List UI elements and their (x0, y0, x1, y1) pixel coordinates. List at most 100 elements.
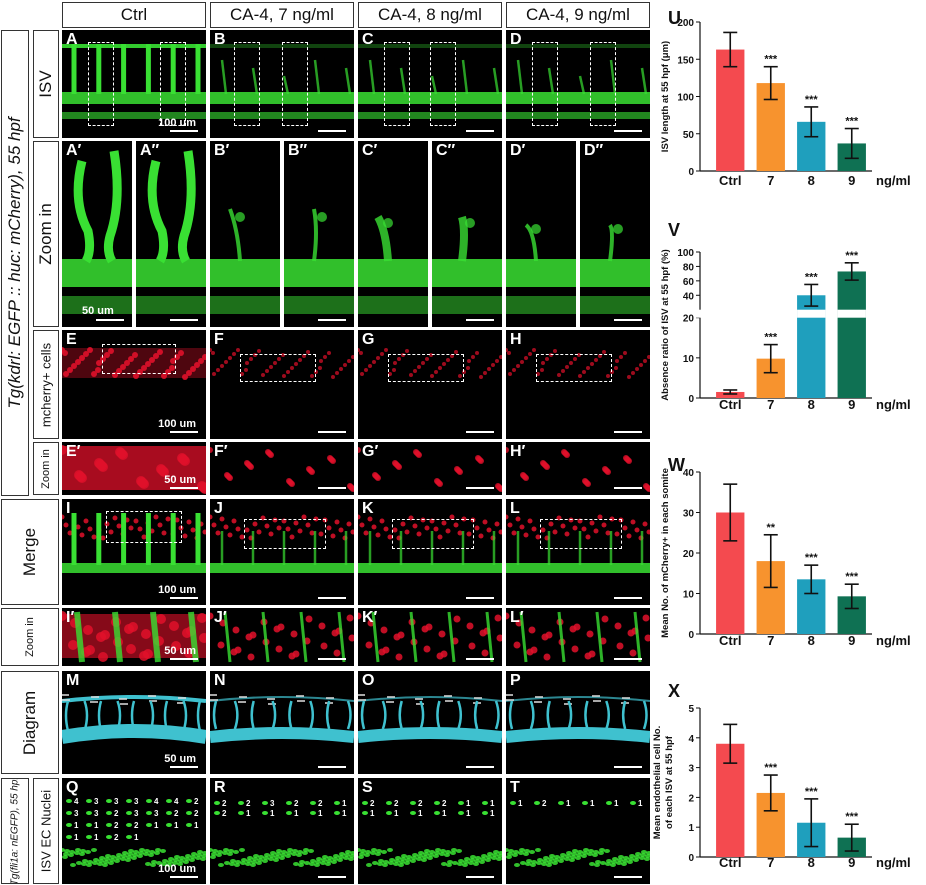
panel-label: T (510, 779, 520, 796)
col-header-ca4-7: CA-4, 7 ng/ml (210, 2, 354, 28)
scale-bar (614, 658, 642, 660)
significance-mark: *** (805, 552, 819, 564)
zoom-region-box (106, 511, 182, 543)
row-label-diagram-text: Diagram (20, 690, 39, 755)
nuclei-count-label: 2 (134, 821, 139, 830)
nuclei-count-label: 2 (174, 809, 179, 818)
zoom-region-box (540, 519, 622, 549)
panel-label: P (510, 672, 521, 689)
panel-label: B (214, 31, 226, 48)
panel-label: S (362, 779, 373, 796)
zoom-region-box (160, 42, 186, 126)
panel-label: I (66, 500, 71, 517)
row-label-nuclei: ISV EC Nuclei (33, 778, 59, 884)
zoom-region-box (244, 519, 326, 549)
col-header-ca4-8: CA-4, 8 ng/ml (358, 2, 502, 28)
x-tick-label: 8 (808, 633, 815, 648)
x-tick-label: Ctrl (719, 855, 741, 870)
scale-bar (318, 658, 346, 660)
nuclei-count-label: 2 (114, 833, 119, 842)
x-tick-label: 8 (808, 855, 815, 870)
scale-bar (318, 130, 346, 132)
scale-bar (170, 658, 198, 660)
x-unit-label: ng/ml (876, 173, 911, 188)
significance-mark: *** (805, 786, 819, 798)
panel-label: D (510, 31, 522, 48)
nuclei-count-label: 2 (394, 799, 399, 808)
nuclei-count-label: 1 (174, 821, 179, 830)
bar-9 (837, 271, 866, 398)
mcherry-panel: G (358, 330, 502, 439)
mcherry-panel: F (210, 330, 354, 439)
isv-panel: C (358, 30, 502, 138)
row-label-zoom2: Zoom in (33, 442, 59, 495)
panel-label: L (510, 500, 520, 517)
scale-bar (170, 319, 198, 321)
bar-Ctrl (716, 512, 745, 634)
scale-bar (614, 766, 642, 768)
zoom-isv-panel: A′ 50 um (62, 141, 132, 327)
y-tick-label: 100 (677, 93, 694, 104)
scale-bar (466, 431, 494, 433)
isv-panel: B (210, 30, 354, 138)
x-tick-label: 7 (767, 173, 774, 188)
chart-panel-label: V (668, 220, 680, 240)
x-tick-label: Ctrl (719, 633, 741, 648)
y-tick-label: 20 (683, 549, 695, 560)
zoom-merge-panel: L′ (506, 608, 650, 666)
row-label-nuclei-sub-text: Tg(fli1a: nEGFP), 55 hpf (9, 778, 21, 884)
panel-label: D′ (510, 142, 526, 159)
scale-bar-label: 100 um (158, 117, 196, 129)
scale-bar (466, 487, 494, 489)
scale-bar (466, 319, 494, 321)
nuclei-count-label: 2 (222, 809, 227, 818)
scale-bar (466, 766, 494, 768)
scale-bar (466, 876, 494, 878)
nuclei-count-label: 3 (134, 797, 139, 806)
scale-bar (170, 431, 198, 433)
zoom-region-box (392, 519, 474, 549)
row-label-zoom3: Zoom in (1, 608, 59, 666)
scale-bar (318, 431, 346, 433)
scale-bar (614, 319, 642, 321)
nuclei-count-label: 2 (370, 799, 375, 808)
zoom-region-box (102, 344, 176, 374)
scale-bar (318, 876, 346, 878)
panel-label: Q (66, 779, 79, 796)
y-tick-label: 0 (688, 853, 694, 864)
row-label-nuclei-text: ISV EC Nuclei (38, 789, 54, 873)
y-tick-label: 0 (688, 167, 694, 178)
y-tick-label: 40 (683, 468, 695, 479)
zoom-region-box (388, 354, 464, 382)
col-header-ca4-9: CA-4, 9 ng/ml (506, 2, 650, 28)
nuclei-count-label: 1 (442, 809, 447, 818)
zoom-region-box (234, 42, 260, 126)
scale-bar-label: 100 um (158, 418, 196, 430)
x-tick-label: 9 (848, 855, 855, 870)
nuclei-count-label: 3 (270, 799, 275, 808)
y-axis-label: Absence ratio of ISV at 55 hpf (%) (660, 249, 671, 401)
panel-label: C (362, 31, 374, 48)
bar-8 (797, 295, 826, 398)
panel-label: F′ (214, 443, 228, 460)
diagram-panel: M 50 um (62, 671, 206, 774)
significance-mark: *** (764, 54, 778, 66)
row-label-zoom: Zoom in (33, 141, 59, 327)
x-tick-label: 7 (767, 397, 774, 412)
y-tick-label: 10 (683, 590, 695, 601)
panel-label: K′ (362, 609, 378, 626)
nuclei-count-label: 2 (542, 799, 547, 808)
scale-bar (466, 658, 494, 660)
nuclei-count-label: 1 (490, 809, 495, 818)
bar-Ctrl (716, 743, 745, 857)
significance-mark: *** (764, 762, 778, 774)
chart-U: U 0 50 100 150 200 Ctrl *** 7 *** 8 *** 9 ng/ml ISV le… (660, 8, 911, 188)
scale-bar (318, 319, 346, 321)
panel-label: O (362, 672, 375, 689)
panel-label: F (214, 331, 224, 348)
nuclei-count-label: 1 (134, 833, 139, 842)
scale-bar (170, 766, 198, 768)
significance-mark: *** (805, 94, 819, 106)
significance-mark: *** (845, 571, 859, 583)
